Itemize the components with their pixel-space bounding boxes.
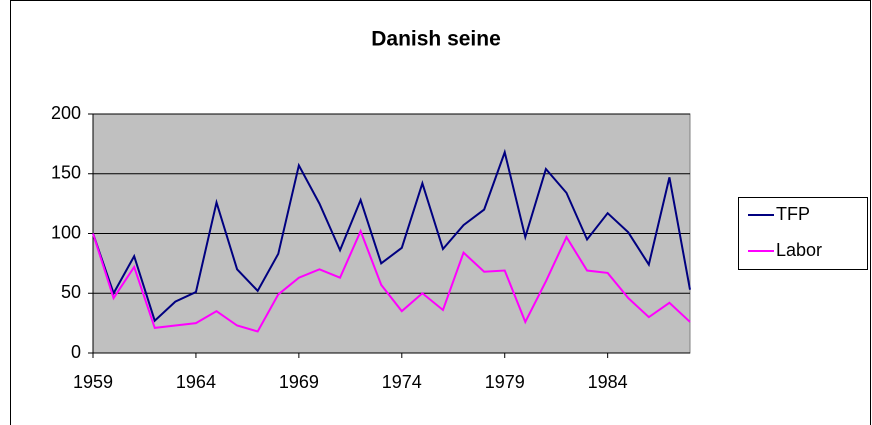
x-tick-label: 1959 xyxy=(73,372,113,392)
y-tick-label: 150 xyxy=(51,163,81,183)
x-tick-label: 1979 xyxy=(485,372,525,392)
line-series xyxy=(92,148,691,323)
legend-box xyxy=(738,197,868,270)
x-tick-label: 1969 xyxy=(279,372,319,392)
y-tick-label: 50 xyxy=(61,282,81,302)
legend-label: Labor xyxy=(776,240,822,260)
x-tick-label: 1974 xyxy=(382,372,422,392)
y-tick-label: 100 xyxy=(51,222,81,242)
x-tick-label: 1984 xyxy=(588,372,628,392)
y-tick-label: 0 xyxy=(71,342,81,362)
chart-title: Danish seine xyxy=(371,28,501,51)
x-tick-label: 1964 xyxy=(176,372,216,392)
line-series xyxy=(92,228,691,333)
y-tick-label: 200 xyxy=(51,103,81,123)
legend-label: TFP xyxy=(776,204,810,224)
